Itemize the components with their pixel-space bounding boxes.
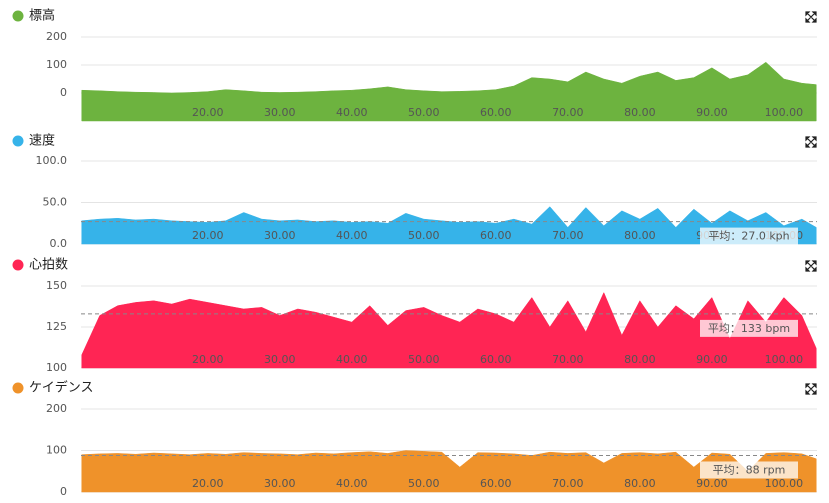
average-label-bg — [700, 319, 798, 337]
x-tick-label: 30.00 — [264, 229, 296, 242]
x-tick-label: 30.00 — [264, 477, 296, 490]
x-tick-label: 40.00 — [336, 353, 368, 366]
x-tick-label: 70.00 — [552, 106, 584, 119]
average-label: 平均：27.0 kph — [708, 230, 789, 243]
average-label-bg — [700, 227, 798, 245]
y-tick-label: 100 — [46, 58, 67, 71]
x-tick-label: 30.00 — [264, 106, 296, 119]
y-tick-label: 50.0 — [43, 196, 68, 209]
y-tick-label: 125 — [46, 320, 67, 333]
x-tick-label: 50.00 — [408, 477, 440, 490]
x-tick-label: 20.00 — [192, 106, 224, 119]
y-tick-label: 0 — [60, 485, 67, 498]
x-tick-label: 40.00 — [336, 477, 368, 490]
x-tick-label: 80.00 — [624, 353, 656, 366]
chart-title: 心拍数 — [29, 258, 68, 273]
y-tick-label: 100.0 — [36, 154, 68, 167]
y-tick-label: 150 — [46, 279, 67, 292]
y-tick-label: 200 — [46, 402, 67, 415]
x-tick-label: 70.00 — [552, 229, 584, 242]
expand-icon — [805, 11, 817, 23]
y-tick-label: 0 — [60, 86, 67, 99]
x-tick-label: 60.00 — [480, 477, 512, 490]
chart-title: 速度 — [29, 133, 55, 149]
x-tick-label: 60.00 — [480, 353, 512, 366]
x-tick-label: 80.00 — [624, 477, 656, 490]
average-label-bg — [700, 461, 798, 479]
y-tick-label: 100 — [46, 361, 67, 374]
legend-dot — [12, 10, 24, 22]
x-tick-label: 100.00 — [765, 106, 804, 119]
x-tick-label: 40.00 — [336, 229, 368, 242]
x-tick-label: 60.00 — [480, 106, 512, 119]
x-tick-label: 100.00 — [765, 477, 804, 490]
x-tick-label: 70.00 — [552, 353, 584, 366]
x-tick-label: 20.00 — [192, 353, 224, 366]
legend-dot — [12, 135, 24, 147]
area — [81, 450, 817, 493]
y-tick-label: 200 — [46, 30, 67, 43]
area — [81, 61, 817, 122]
average-label: 平均：133 bpm — [708, 322, 790, 335]
x-tick-label: 40.00 — [336, 106, 368, 119]
expand-icon — [805, 383, 817, 395]
average-label: 平均：88 rpm — [713, 463, 786, 476]
legend-dot — [12, 259, 24, 271]
chart-title: 標高 — [29, 8, 55, 24]
x-tick-label: 50.00 — [408, 229, 440, 242]
x-tick-label: 30.00 — [264, 353, 296, 366]
chart-title: ケイデンス — [29, 380, 93, 396]
x-tick-label: 50.00 — [408, 353, 440, 366]
x-tick-label: 90.00 — [696, 477, 728, 490]
x-tick-label: 90.00 — [696, 353, 728, 366]
x-tick-label: 90.00 — [696, 106, 728, 119]
x-tick-label: 70.00 — [552, 477, 584, 490]
y-tick-label: 0.0 — [50, 237, 68, 250]
x-tick-label: 60.00 — [480, 229, 512, 242]
legend-dot — [12, 382, 24, 394]
y-tick-label: 100 — [46, 444, 67, 457]
expand-icon — [805, 260, 817, 272]
x-tick-label: 20.00 — [192, 229, 224, 242]
expand-icon — [805, 136, 817, 148]
x-tick-label: 20.00 — [192, 477, 224, 490]
x-tick-label: 100.00 — [765, 353, 804, 366]
x-tick-label: 50.00 — [408, 106, 440, 119]
x-tick-label: 80.00 — [624, 229, 656, 242]
x-tick-label: 80.00 — [624, 106, 656, 119]
